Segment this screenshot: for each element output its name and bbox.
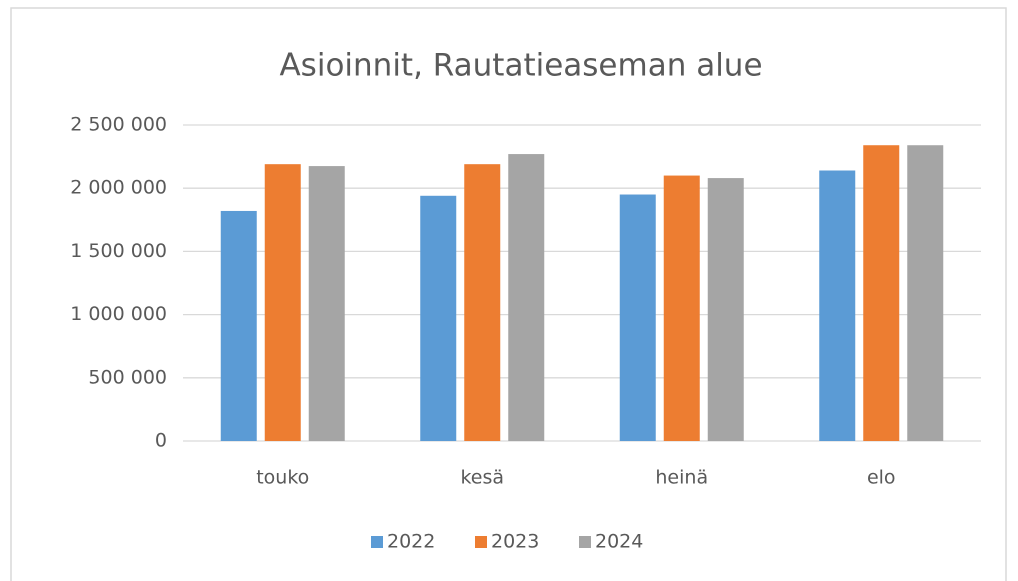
bar (508, 154, 545, 441)
x-tick-label: kesä (460, 467, 504, 489)
bar (220, 210, 257, 441)
bar (863, 145, 900, 441)
bar (907, 145, 944, 441)
bar (619, 194, 656, 441)
x-tick-label: elo (867, 467, 896, 489)
x-tick-label: touko (256, 467, 309, 489)
x-tick-label: heinä (655, 467, 708, 489)
bar (420, 195, 457, 441)
bar (464, 164, 501, 441)
bar (308, 166, 345, 441)
legend-swatch (579, 536, 591, 548)
legend-swatch (475, 536, 487, 548)
bar (707, 178, 744, 441)
chart-title: Asioinnit, Rautatieaseman alue (279, 48, 762, 84)
legend-label: 2022 (387, 531, 435, 553)
bar (663, 175, 700, 441)
y-tick-label: 500 000 (88, 366, 167, 388)
legend-label: 2024 (595, 531, 643, 553)
y-tick-label: 2 500 000 (70, 114, 167, 136)
bar (264, 164, 301, 441)
legend-swatch (371, 536, 383, 548)
y-tick-label: 0 (155, 430, 167, 452)
y-tick-label: 1 000 000 (70, 303, 167, 325)
y-tick-label: 1 500 000 (70, 240, 167, 262)
legend-label: 2023 (491, 531, 539, 553)
y-tick-label: 2 000 000 (70, 177, 167, 199)
bar (819, 170, 856, 441)
